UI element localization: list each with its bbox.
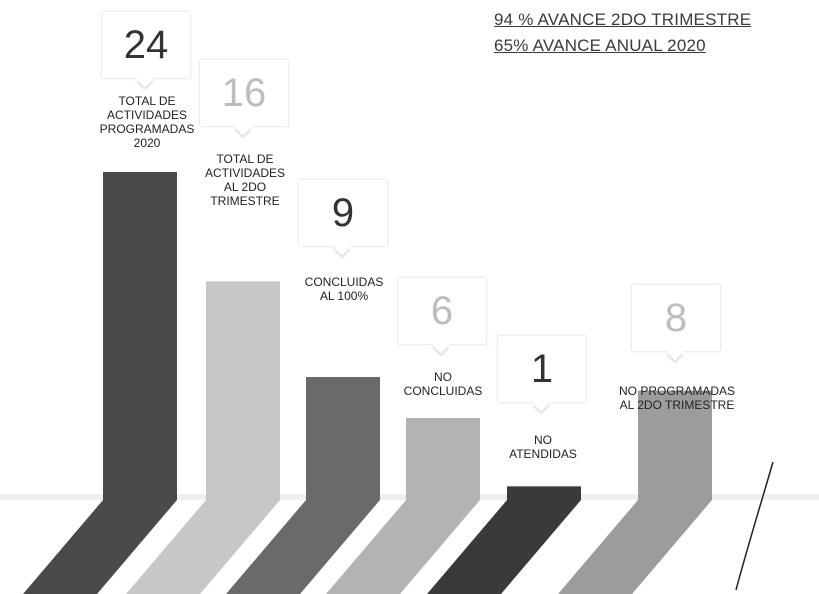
value-label-concluidas: 9 xyxy=(299,180,387,246)
category-label-no-programadas: NO PROGRAMADAS AL 2DO TRIMESTRE xyxy=(618,384,735,412)
pen-mark xyxy=(735,461,774,591)
bar-base-no-concluidas xyxy=(326,500,480,594)
bar-base-concluidas xyxy=(226,500,380,594)
quarter-progress-headline: 94 % AVANCE 2DO TRIMESTRE xyxy=(494,10,752,29)
bar-no-atendidas xyxy=(507,486,581,500)
value-label-total-2do-trimestre: 16 xyxy=(200,60,288,126)
annual-progress-headline: 65% AVANCE ANUAL 2020 xyxy=(494,36,706,55)
bar-total-2do-trimestre xyxy=(206,281,280,500)
value-label-total-programadas: 24 xyxy=(102,12,190,78)
bar-no-concluidas xyxy=(406,418,480,500)
category-label-total-2do-trimestre: TOTAL DE ACTIVIDADES AL 2DO TRIMESTRE xyxy=(204,152,285,208)
bar-base-no-programadas xyxy=(558,500,712,594)
gap-stripe xyxy=(735,500,819,594)
value-label-no-concluidas: 6 xyxy=(398,278,486,344)
bar-base-total-programadas xyxy=(23,500,177,594)
category-label-total-programadas: TOTAL DE ACTIVIDADES PROGRAMADAS 2020 xyxy=(99,94,195,150)
value-label-no-programadas: 8 xyxy=(632,285,720,351)
bar-total-programadas xyxy=(103,172,177,500)
value-label-no-atendidas: 1 xyxy=(498,336,586,402)
bar-base-total-2do-trimestre xyxy=(126,500,280,594)
category-label-concluidas: CONCLUIDAS AL 100% xyxy=(304,275,384,303)
bar-no-programadas xyxy=(638,390,712,500)
bar-concluidas xyxy=(306,377,380,500)
category-label-no-concluidas: NO CONCLUIDAS xyxy=(403,370,483,398)
bar-base-no-atendidas xyxy=(427,500,581,594)
category-label-no-atendidas: NO ATENDIDAS xyxy=(509,433,577,461)
